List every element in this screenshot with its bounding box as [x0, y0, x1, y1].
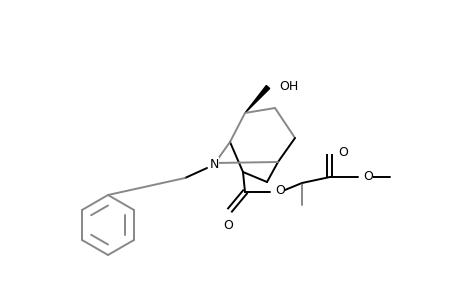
Text: OH: OH [279, 80, 297, 92]
Text: O: O [362, 170, 372, 184]
Text: O: O [274, 184, 284, 197]
Text: N: N [209, 158, 218, 170]
Text: O: O [223, 219, 232, 232]
Polygon shape [245, 85, 269, 113]
Text: O: O [337, 146, 347, 160]
